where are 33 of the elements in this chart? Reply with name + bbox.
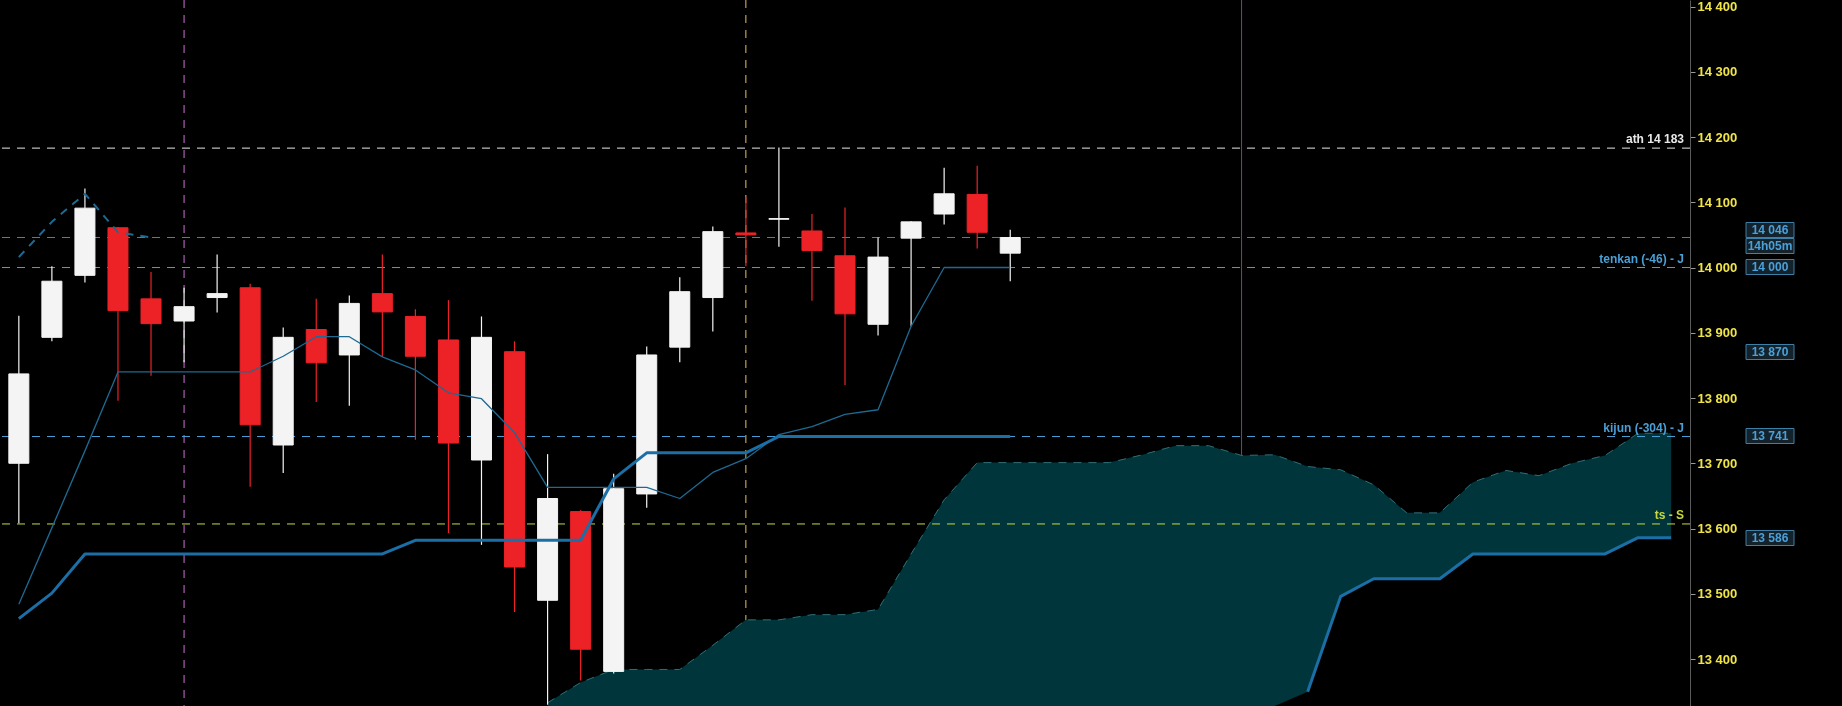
- line-series: [1306, 536, 1673, 694]
- candlestick: [999, 229, 1021, 282]
- y-tick-label: 14 200: [1697, 129, 1738, 145]
- text: 14 046: [1751, 223, 1789, 237]
- candlestick: [206, 253, 228, 314]
- candlestick: [735, 196, 757, 267]
- y-tick-label: 13 500: [1697, 586, 1738, 602]
- ref-line-label: ath 14 183: [1625, 132, 1685, 147]
- line-series: [18, 266, 1011, 605]
- candlestick: [768, 146, 790, 248]
- ref-line-label: kijun (-304) - J: [1603, 420, 1684, 435]
- y-tick-label: 14 300: [1697, 64, 1738, 80]
- candlestick: [371, 253, 393, 358]
- text: 13 586: [1751, 531, 1789, 545]
- text: 14h05m: [1747, 239, 1793, 253]
- candlestick: [900, 220, 922, 327]
- y-tick-label: 13 700: [1697, 455, 1738, 471]
- ref-line-label: ts - S: [1654, 507, 1684, 522]
- candlestick: [173, 287, 195, 363]
- candlestick: [801, 213, 823, 302]
- y-tick-label: 13 400: [1697, 651, 1738, 667]
- line-series: [17, 435, 1012, 621]
- y-tick-label: 13 600: [1697, 521, 1738, 537]
- text: 14 000: [1751, 260, 1789, 274]
- y-tick-label: 13 900: [1697, 325, 1738, 341]
- y-tick-label: 13 800: [1697, 390, 1738, 406]
- y-tick-label: 14 000: [1697, 260, 1738, 276]
- text: 13 741: [1751, 429, 1789, 443]
- ref-line-label: tenkan (-46) - J: [1599, 251, 1684, 266]
- y-tick-label: 14 400: [1697, 0, 1738, 15]
- y-tick-label: 14 100: [1697, 194, 1738, 210]
- text: 13 870: [1751, 345, 1789, 359]
- candlestick: [933, 167, 955, 226]
